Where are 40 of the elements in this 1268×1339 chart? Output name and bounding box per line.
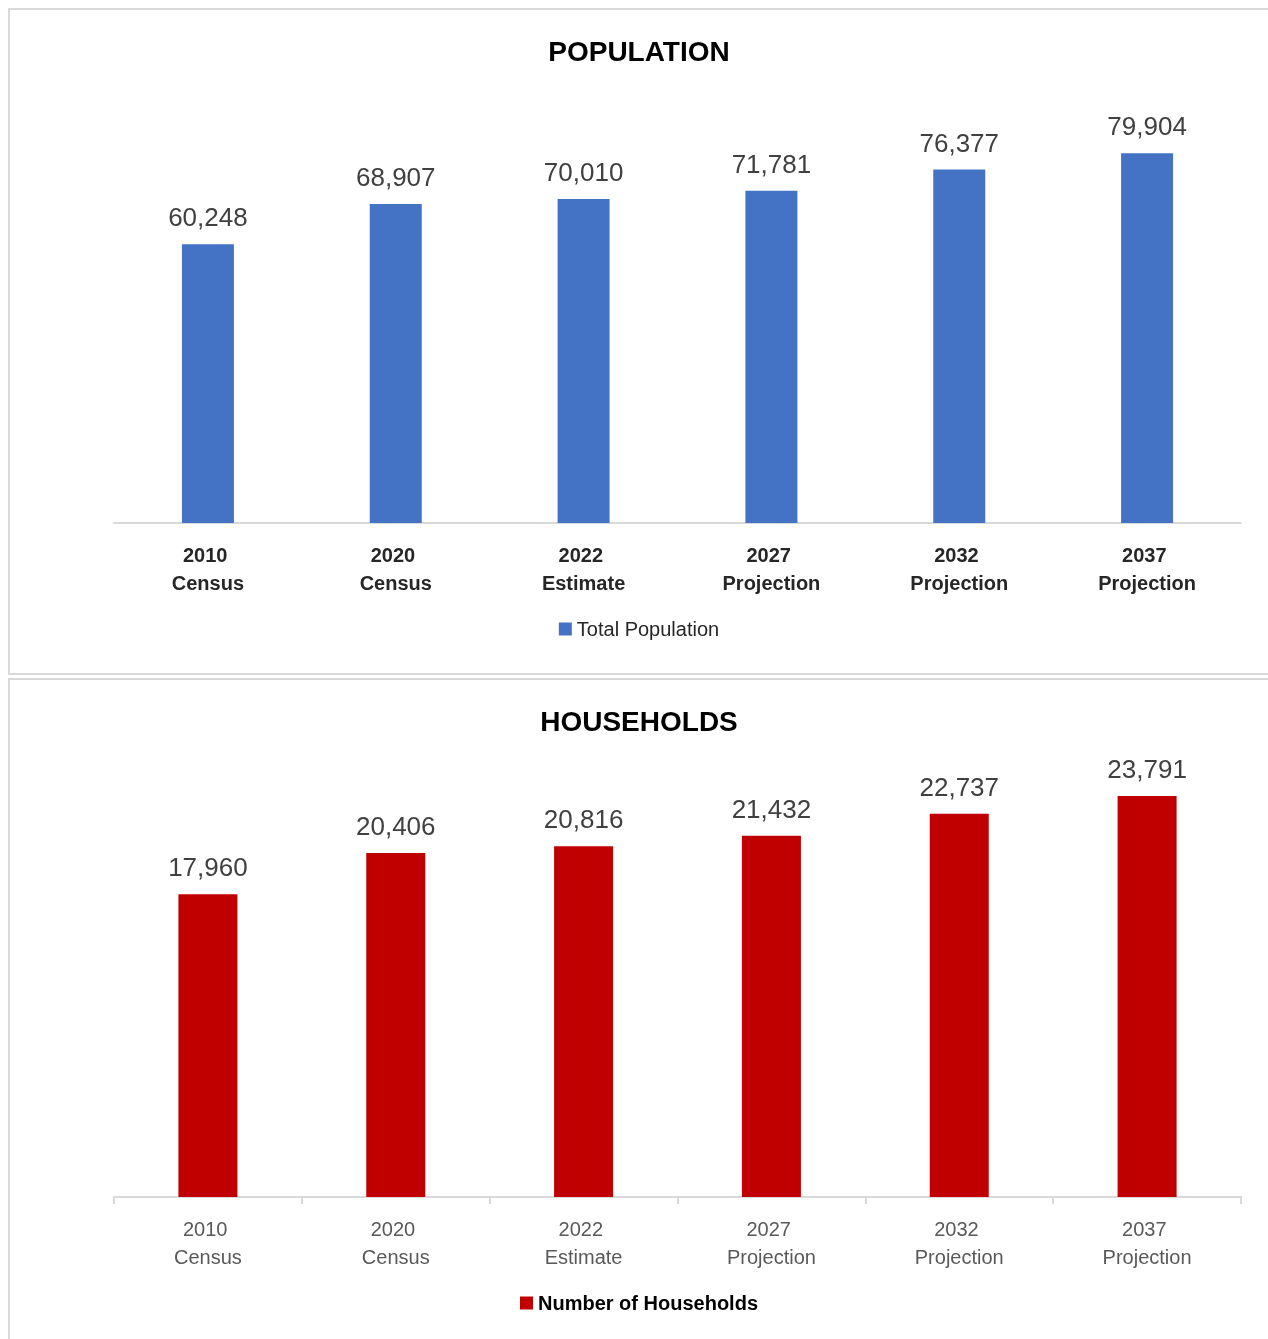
x-tick-label: 2022 Estimate (544, 1218, 623, 1268)
chart-title: HOUSEHOLDS (540, 705, 738, 737)
data-label: 22,737 (919, 771, 1000, 802)
x-tick-label: 2010 Census (171, 544, 245, 594)
data-label: 70,010 (543, 156, 624, 187)
chart-title: POPULATION (548, 35, 730, 67)
x-tick-label: 2020 Census (359, 544, 432, 594)
data-label: 60,248 (168, 202, 248, 233)
x-tick-label: 2010 Census (174, 1218, 242, 1268)
bar (178, 894, 238, 1197)
legend-label: Number of Households (538, 1292, 759, 1314)
data-label: 21,432 (731, 793, 812, 824)
bar (366, 853, 426, 1197)
x-tick-label: 2027 Projection (726, 1218, 816, 1268)
bar (554, 846, 614, 1197)
bar (929, 813, 989, 1197)
x-tick-label: 2032 Projection (914, 1218, 1004, 1268)
bar (745, 190, 798, 523)
bar (369, 204, 422, 523)
legend-label: Total Population (576, 618, 720, 640)
data-label: 23,791 (1107, 754, 1187, 785)
bar (1121, 153, 1174, 523)
x-tick-label: 2020 Census (361, 1218, 430, 1268)
data-label: 71,781 (731, 148, 812, 179)
data-label: 20,816 (543, 804, 624, 835)
x-tick-label: 2032 Projection (910, 544, 1009, 594)
x-tick-label: 2027 Projection (722, 544, 821, 594)
data-label: 20,406 (355, 811, 436, 842)
bar (1117, 796, 1177, 1197)
bar (557, 198, 610, 523)
x-tick-label: 2037 Projection (1098, 544, 1196, 594)
x-tick-label: 2037 Projection (1102, 1218, 1192, 1268)
bar (741, 835, 801, 1197)
x-tick-label: 2022 Estimate (541, 544, 626, 594)
data-label: 76,377 (919, 127, 1000, 158)
data-label: 79,904 (1107, 111, 1187, 142)
bar (933, 169, 986, 523)
data-label: 68,907 (355, 162, 436, 193)
data-label: 17,960 (168, 852, 248, 883)
bar (181, 244, 234, 523)
